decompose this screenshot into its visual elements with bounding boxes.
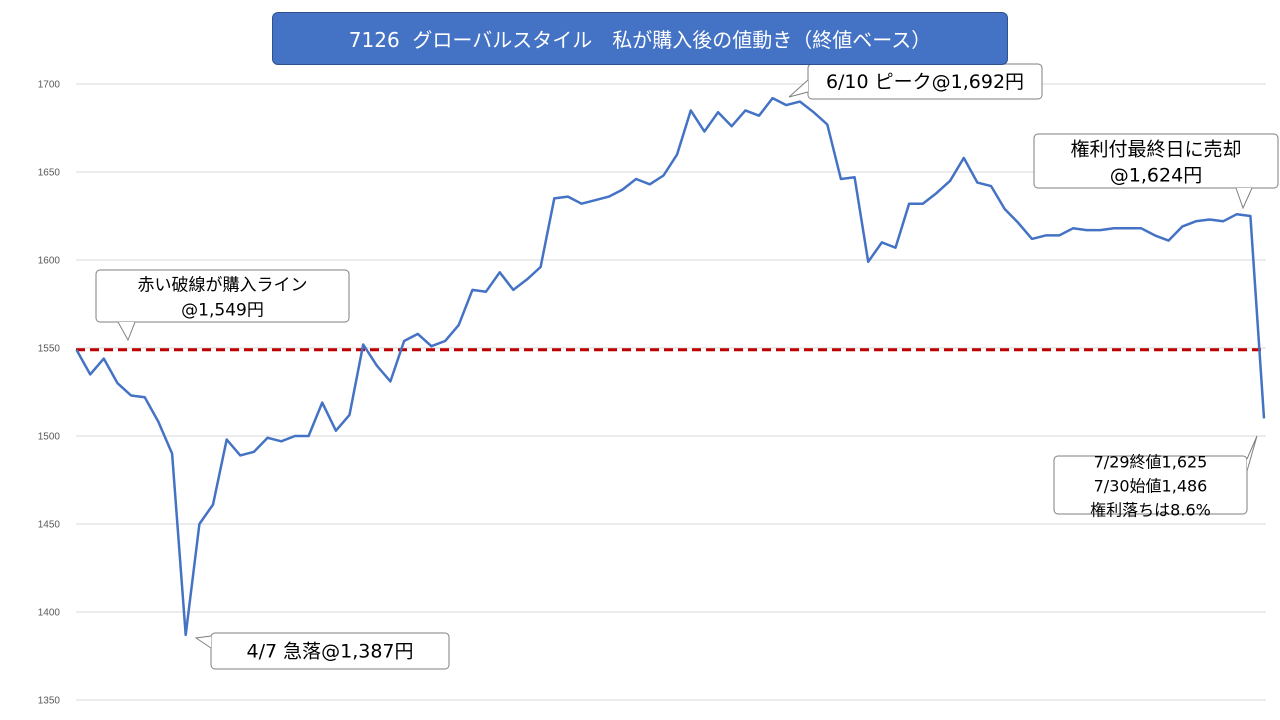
callout-pointer	[118, 322, 135, 340]
y-tick-label: 1550	[38, 344, 61, 355]
callout-text: 権利落ちは8.6%	[1090, 501, 1211, 520]
callout-text: 6/10 ピーク@1,692円	[826, 71, 1024, 93]
callout-text: 7/30始値1,486	[1094, 477, 1208, 496]
y-tick-label: 1400	[38, 608, 61, 619]
callout-text: 7/29終値1,625	[1094, 453, 1208, 472]
gridlines	[76, 83, 1266, 701]
callout-buy-line: 赤い破線が購入ライン @1,549円	[95, 269, 350, 342]
y-tick-label: 1700	[38, 80, 61, 91]
price-series-line	[75, 96, 1266, 637]
callouts: 赤い破線が購入ライン @1,549円 4/7 急落@1,387円 6/10 ピーク@1…	[95, 63, 1279, 670]
callout-drop: 4/7 急落@1,387円	[194, 632, 450, 670]
callout-pointer-outline	[117, 321, 136, 342]
y-tick-label: 1450	[38, 520, 61, 531]
y-tick-label: 1600	[38, 256, 61, 267]
callout-text: 赤い破線が購入ライン	[138, 276, 308, 296]
callout-box	[95, 269, 350, 323]
callout-box	[1033, 133, 1279, 189]
chart-title: 7126 グローバルスタイル 私が購入後の値動き（終値ベース）	[272, 12, 1008, 65]
y-tick-label: 1650	[38, 168, 61, 179]
callout-pointer-outline	[194, 635, 212, 649]
y-axis-tick-labels: 1350 1400 1450 1500 1550 1600 1650 1700	[38, 80, 61, 707]
callout-text: 権利付最終日に売却	[1070, 138, 1241, 160]
callout-ex-rights: 7/29終値1,625 7/30始値1,486 権利落ちは8.6%	[1053, 435, 1258, 520]
callout-pointer-outline	[1246, 435, 1258, 472]
callout-pointer-outline	[788, 79, 809, 98]
callout-box	[210, 632, 450, 670]
callout-peak: 6/10 ピーク@1,692円	[788, 63, 1043, 100]
callout-text: @1,624円	[1110, 164, 1202, 186]
y-tick-label: 1500	[38, 432, 61, 443]
callout-pointer-outline	[1235, 187, 1253, 210]
callout-text: @1,549円	[181, 301, 264, 321]
callout-pointer	[1236, 188, 1252, 208]
y-tick-label: 1350	[38, 696, 61, 707]
callout-box	[1053, 455, 1248, 515]
callout-text: 4/7 急落@1,387円	[246, 641, 413, 663]
callout-sell: 権利付最終日に売却 @1,624円	[1033, 133, 1279, 210]
